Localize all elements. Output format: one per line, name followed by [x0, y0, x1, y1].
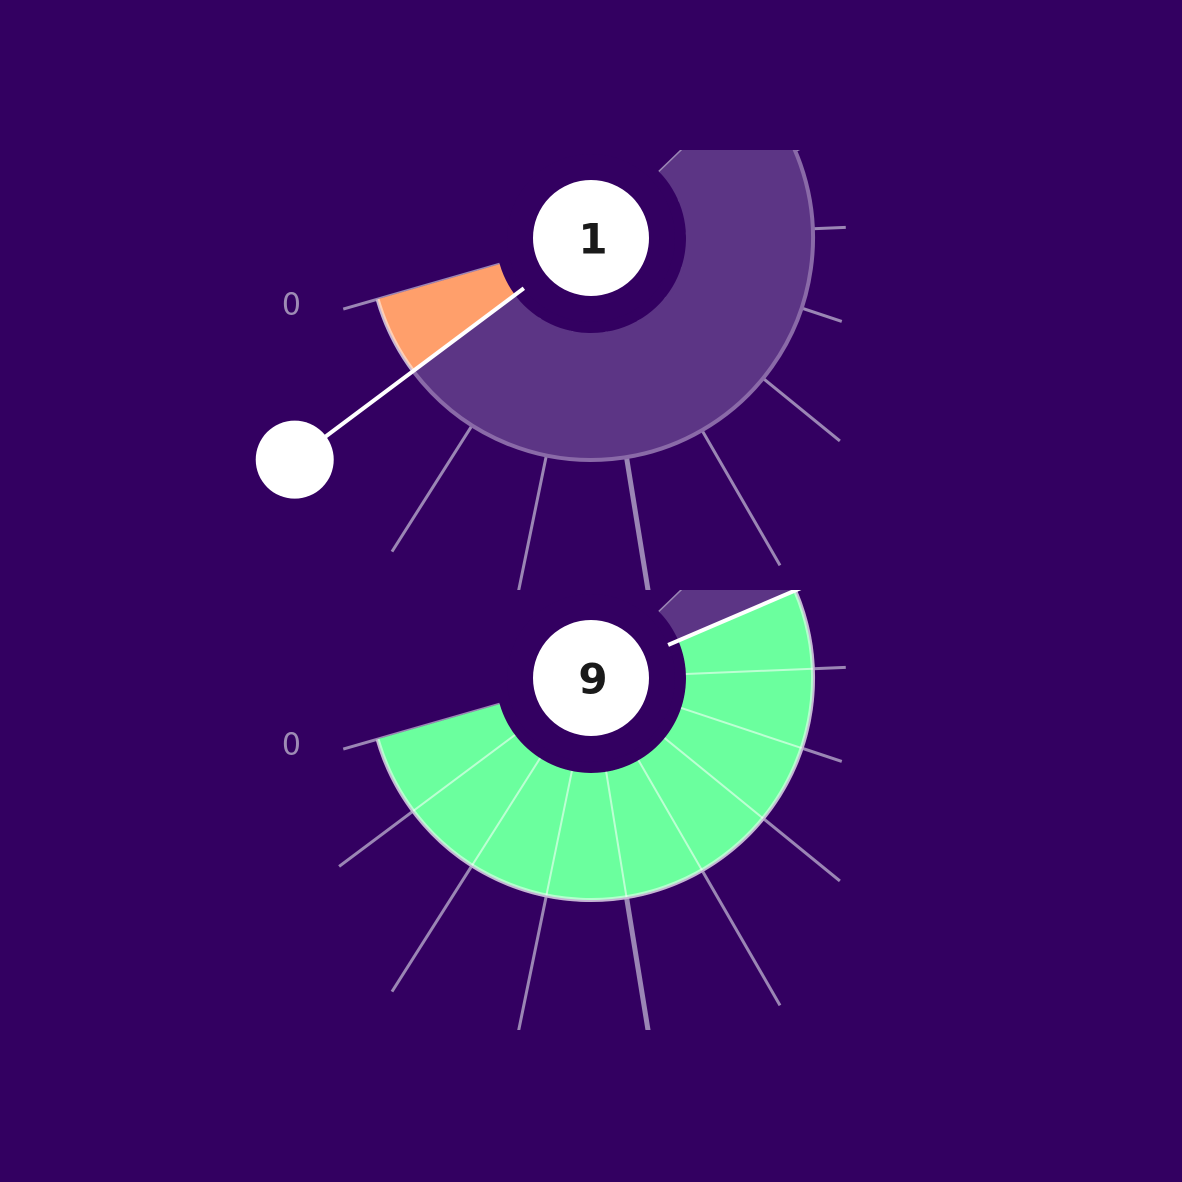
- dial-graphic: 1 0 10: [255, 150, 846, 590]
- dial-min-label: 0: [282, 728, 301, 763]
- dial-fill-separator: [545, 770, 573, 896]
- dial-fill-edge: [375, 298, 415, 373]
- dial-fill-separator: [412, 734, 516, 812]
- dial-tick-10: [658, 590, 685, 614]
- dial-value-bubble: [507, 154, 675, 322]
- dial-graphic: 9 0 10: [282, 590, 846, 1030]
- dial-fill-separator: [680, 707, 802, 750]
- dial-fill-edge: [375, 590, 815, 902]
- dial-fill-sector: [377, 264, 515, 371]
- dial-needle: [293, 276, 539, 462]
- dial-value-fill: [375, 590, 815, 902]
- rating-dial-top[interactable]: 1 0 10: [0, 150, 1182, 590]
- dial-fill-separator: [685, 667, 813, 676]
- dial-value-fill: [375, 264, 515, 373]
- dial-fill-separator: [637, 759, 703, 871]
- rating-dial-bottom[interactable]: 9 0 10: [0, 590, 1182, 1030]
- dial-value-bubble: [507, 594, 675, 762]
- dial-tick-10: [658, 150, 685, 174]
- dial-fill-sector: [377, 590, 813, 900]
- dial-track-edge: [375, 150, 815, 462]
- dial-fill-separator: [471, 757, 541, 866]
- dial-tick-0: [342, 702, 501, 751]
- dial-fill-separator: [605, 771, 628, 898]
- dial-drag-handle[interactable]: [255, 420, 334, 499]
- dial-value-text: 1: [578, 215, 607, 264]
- dial-needle: [651, 590, 802, 654]
- dial-track: [377, 150, 813, 460]
- dial-fill-separator: [663, 737, 764, 820]
- dial-min-label: 0: [282, 288, 301, 323]
- dial-value-text: 9: [578, 655, 607, 704]
